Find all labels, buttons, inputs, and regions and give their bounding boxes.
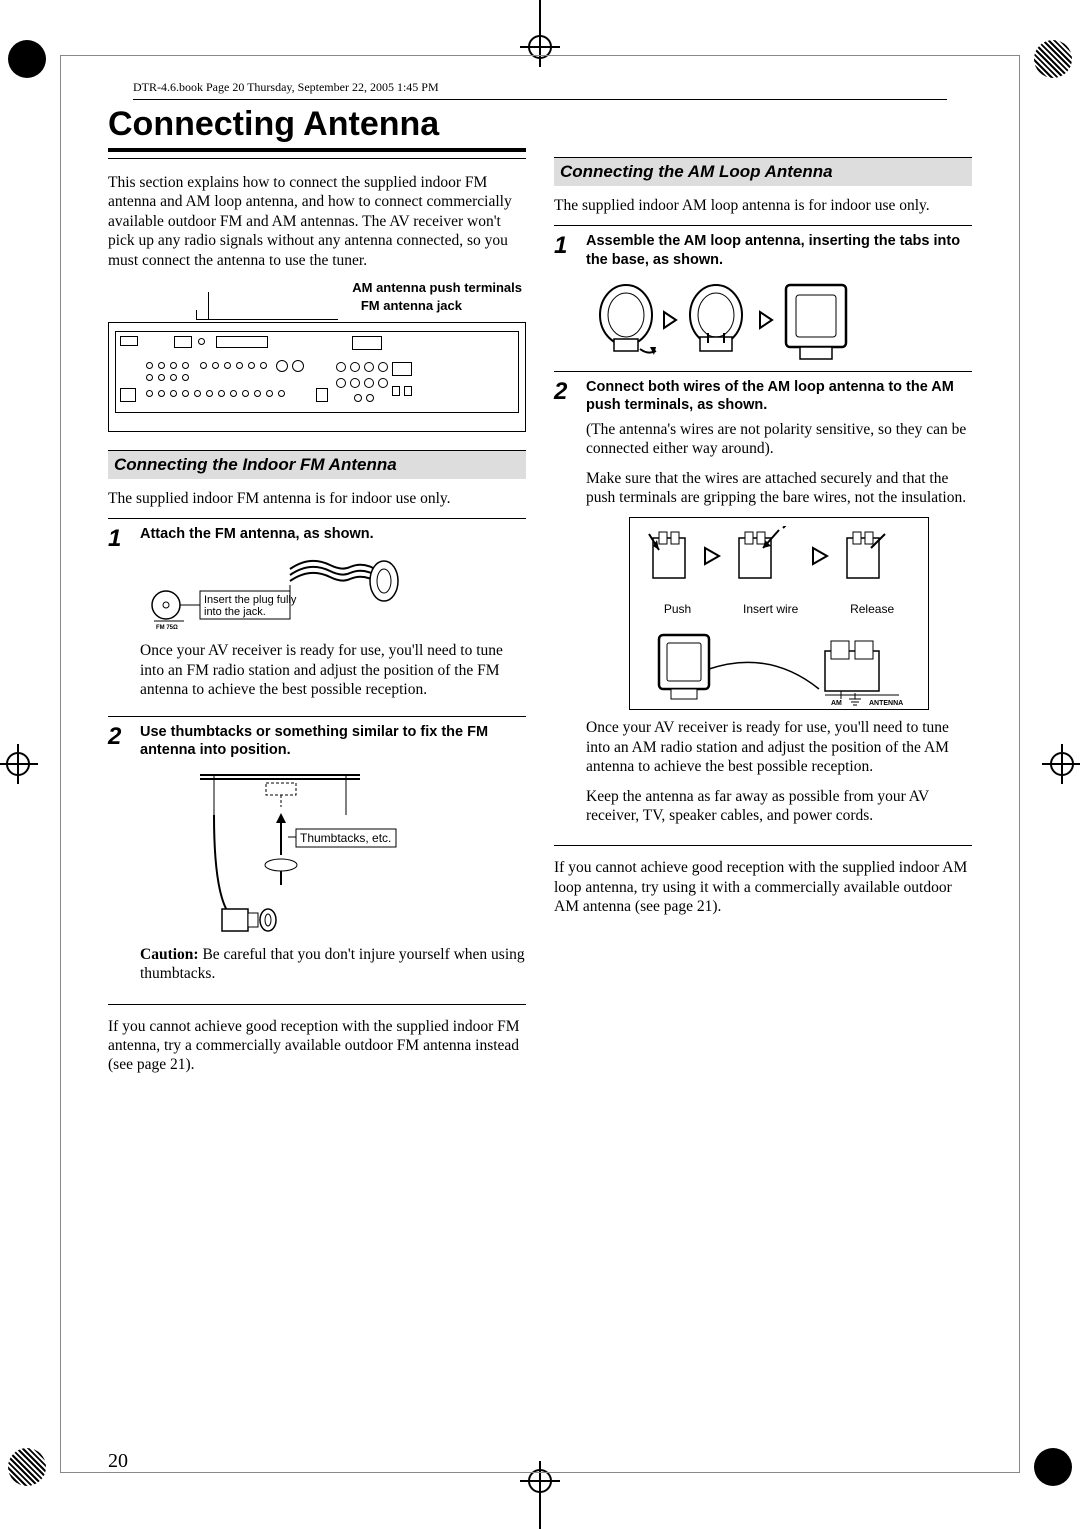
- am-push-terminals-label: AM antenna push terminals: [352, 280, 522, 295]
- am-step2-p1: (The antenna's wires are not polarity se…: [586, 420, 972, 459]
- fm-plug-caption-line2: into the jack.: [204, 606, 266, 618]
- intro-paragraph: This section explains how to connect the…: [108, 173, 526, 270]
- left-column: Connecting Antenna This section explains…: [108, 105, 526, 1085]
- fm-after: If you cannot achieve good reception wit…: [108, 1017, 526, 1075]
- step-number: 2: [108, 723, 140, 994]
- am-step2-p2: Make sure that the wires are attached se…: [586, 469, 972, 508]
- fm-plug-caption-line1: Insert the plug fully: [204, 594, 297, 606]
- insert-wire-label: Insert wire: [743, 602, 798, 617]
- page-number: 20: [108, 1450, 128, 1473]
- thumbtack-caption: Thumbtacks, etc.: [300, 831, 391, 845]
- running-header: DTR-4.6.book Page 20 Thursday, September…: [133, 80, 947, 100]
- crop-mark-tl: [8, 40, 48, 80]
- fm-step2-title: Use thumbtacks or something similar to f…: [140, 723, 526, 759]
- caution-text: Be careful that you don't injure yoursel…: [140, 946, 525, 982]
- fm-step1-title: Attach the FM antenna, as shown.: [140, 525, 526, 543]
- am-assembly-diagram: [586, 275, 886, 365]
- page-title: Connecting Antenna: [108, 105, 526, 152]
- crop-mark-bl: [8, 1448, 48, 1488]
- rear-panel-diagram: [108, 322, 526, 432]
- reg-mark-right: [1050, 752, 1074, 776]
- caution-label: Caution:: [140, 946, 199, 963]
- am-step2-after2: Keep the antenna as far away as possible…: [586, 787, 972, 826]
- right-column: Connecting the AM Loop Antenna The suppl…: [554, 105, 972, 1085]
- crop-mark-tr: [1032, 40, 1072, 80]
- reg-mark-left: [6, 752, 30, 776]
- step-number: 1: [108, 525, 140, 709]
- release-label: Release: [850, 602, 894, 617]
- push-label: Push: [664, 602, 691, 617]
- fm-section-heading: Connecting the Indoor FM Antenna: [108, 450, 526, 479]
- crop-mark-br: [1032, 1448, 1072, 1488]
- am-steps: 1 Assemble the AM loop antenna, insertin…: [554, 225, 972, 846]
- am-step2-after1: Once your AV receiver is ready for use, …: [586, 718, 972, 776]
- am-step1-title: Assemble the AM loop antenna, inserting …: [586, 232, 972, 268]
- am-step2-title: Connect both wires of the AM loop antenn…: [586, 378, 972, 414]
- step-number: 1: [554, 232, 586, 364]
- fm-step2-caution: Caution: Be careful that you don't injur…: [140, 945, 526, 984]
- fm-plug-diagram: Insert the plug fully into the jack. FM …: [140, 549, 400, 635]
- thumbtack-diagram: Thumbtacks, etc.: [160, 765, 400, 945]
- am-push-terminal-figure: Push Insert wire Release: [629, 517, 929, 710]
- rear-panel-labels: AM antenna push terminals FM antenna jac…: [108, 280, 526, 320]
- fm-jack-label: FM antenna jack: [361, 298, 462, 313]
- am-section-heading: Connecting the AM Loop Antenna: [554, 157, 972, 186]
- am-intro: The supplied indoor AM loop antenna is f…: [554, 196, 972, 215]
- am-after: If you cannot achieve good reception wit…: [554, 858, 972, 916]
- fm75-label: FM 75Ω: [156, 625, 178, 631]
- fm-intro: The supplied indoor FM antenna is for in…: [108, 489, 526, 508]
- am-terminal-label: AM: [831, 700, 842, 707]
- antenna-terminal-label: ANTENNA: [869, 700, 903, 707]
- step-number: 2: [554, 378, 586, 836]
- fm-step1-after: Once your AV receiver is ready for use, …: [140, 641, 526, 699]
- fm-steps: 1 Attach the FM antenna, as shown.: [108, 518, 526, 1004]
